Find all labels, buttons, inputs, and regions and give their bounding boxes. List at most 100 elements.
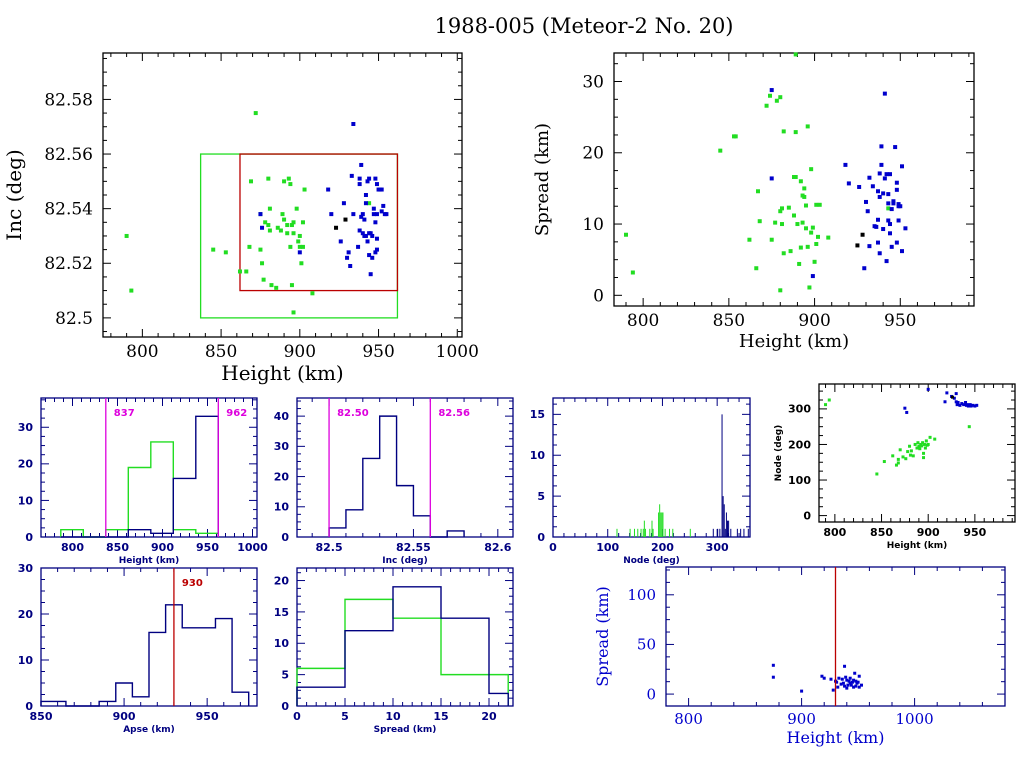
data-point-green bbox=[896, 461, 900, 465]
data-point-blue bbox=[881, 191, 886, 196]
x-axis-label: Height (km) bbox=[787, 728, 885, 747]
data-point-green bbox=[924, 439, 928, 443]
data-point-green bbox=[809, 167, 814, 172]
histogram-bar-blue bbox=[719, 528, 721, 537]
data-point-green bbox=[781, 251, 786, 256]
x-tick-label: 950 bbox=[362, 342, 394, 362]
data-point-green bbox=[630, 270, 635, 275]
x-tick-label: 950 bbox=[963, 526, 986, 539]
data-point-green bbox=[922, 456, 926, 460]
data-point-green bbox=[299, 261, 304, 266]
data-point-blue bbox=[881, 227, 886, 232]
data-point-green bbox=[792, 213, 796, 218]
histogram-bar-blue bbox=[725, 512, 727, 537]
data-point-blue bbox=[363, 201, 368, 206]
histogram-bar-green bbox=[616, 528, 618, 537]
data-point-blue bbox=[359, 162, 364, 167]
y-axis-label: Node (deg) bbox=[774, 425, 784, 482]
data-point-blue bbox=[367, 253, 372, 258]
data-point-blue bbox=[888, 231, 892, 236]
y-tick-label: 30 bbox=[274, 440, 290, 453]
y-tick-label: 10 bbox=[274, 501, 290, 514]
data-point-blue bbox=[822, 676, 826, 680]
x-axis-label: Height (km) bbox=[119, 556, 180, 566]
node-vs-height-panel: 800 850 900 950 0 100 200 300 Height (km) Node (d… bbox=[774, 383, 1016, 551]
histogram-bar-blue bbox=[740, 528, 742, 537]
data-point-blue bbox=[841, 681, 845, 685]
data-point-blue bbox=[374, 182, 379, 187]
data-point-blue bbox=[326, 187, 331, 192]
data-point-green bbox=[297, 244, 302, 249]
data-point-green bbox=[778, 95, 783, 100]
data-point-blue bbox=[882, 91, 887, 96]
data-point-blue bbox=[903, 226, 908, 231]
x-axis-label: Height (km) bbox=[887, 541, 948, 551]
data-point-blue bbox=[889, 207, 894, 212]
y-tick-label: 5 bbox=[537, 490, 545, 503]
data-point-blue bbox=[894, 180, 899, 185]
inc-vs-height-panel: 800 850 900 950 1000 82.5 82.52 82.54 82.56 82.58… bbox=[2, 52, 479, 385]
plot-frame bbox=[613, 52, 975, 307]
y-tick-label: 82.54 bbox=[44, 200, 93, 220]
data-point-blue bbox=[840, 677, 844, 681]
histogram-bar-blue bbox=[712, 528, 714, 537]
y-tick-label: 0 bbox=[25, 700, 33, 713]
x-tick-label: 950 bbox=[884, 311, 916, 331]
data-point-green bbox=[908, 453, 912, 457]
data-point-green bbox=[920, 444, 924, 448]
histogram-bar-green bbox=[629, 528, 631, 537]
data-point-blue bbox=[810, 274, 815, 279]
histogram-bar-green bbox=[651, 520, 653, 537]
histogram-bar-green bbox=[637, 528, 639, 537]
histogram-bar-green bbox=[669, 528, 671, 537]
data-point-green bbox=[282, 217, 287, 222]
data-point-blue bbox=[362, 217, 367, 222]
data-point-green bbox=[294, 206, 299, 211]
x-tick-label: 800 bbox=[674, 710, 703, 728]
data-point-blue bbox=[367, 176, 372, 181]
y-axis-label: Inc (deg) bbox=[2, 149, 26, 240]
data-point-green bbox=[804, 203, 808, 208]
histogram-bar-blue bbox=[717, 528, 719, 537]
data-point-green bbox=[285, 231, 290, 236]
x-tick-label: 300 bbox=[706, 541, 729, 554]
x-tick-label: 200 bbox=[651, 541, 674, 554]
y-tick-label: 0 bbox=[25, 531, 33, 544]
data-point-blue bbox=[365, 239, 370, 244]
histogram-bar-green bbox=[642, 528, 644, 537]
plot-frame bbox=[296, 567, 514, 707]
data-point-blue bbox=[357, 182, 362, 187]
data-point-green bbox=[901, 455, 905, 459]
x-tick-label: 900 bbox=[787, 710, 816, 728]
x-tick-label: 5 bbox=[341, 710, 349, 723]
data-point-blue bbox=[836, 685, 840, 689]
data-point-blue bbox=[857, 685, 861, 689]
data-point-blue bbox=[357, 228, 362, 233]
data-point-green bbox=[297, 233, 302, 238]
height-histogram-panel: 800 850 900 950 1000 0 10 20 30 Height (km) 837 962 bbox=[18, 397, 268, 566]
data-point-green bbox=[814, 241, 819, 246]
x-tick-label: 800 bbox=[823, 526, 846, 539]
data-point-blue bbox=[896, 218, 901, 223]
data-point-green bbox=[291, 231, 296, 236]
y-tick-label: 100 bbox=[627, 586, 656, 604]
data-point-green bbox=[875, 472, 879, 476]
histogram-all bbox=[328, 415, 465, 538]
data-point-green bbox=[827, 398, 831, 402]
y-tick-label: 82.5 bbox=[55, 309, 93, 329]
data-point-blue bbox=[848, 676, 852, 680]
marker-label: 930 bbox=[182, 578, 203, 589]
x-tick-label: 900 bbox=[284, 342, 316, 362]
data-point-blue bbox=[882, 176, 887, 181]
data-point-green bbox=[718, 148, 723, 153]
data-point-green bbox=[809, 230, 814, 235]
data-point-blue bbox=[843, 664, 847, 668]
histogram-bar-green bbox=[672, 528, 674, 537]
data-point-blue bbox=[374, 247, 379, 252]
histogram-bar-green bbox=[658, 512, 660, 537]
data-point-green bbox=[267, 228, 272, 233]
plot-frame bbox=[552, 397, 751, 538]
x-tick-label: 82.5 bbox=[315, 541, 342, 554]
histogram-bar-blue bbox=[747, 528, 749, 537]
data-point-green bbox=[769, 237, 774, 242]
